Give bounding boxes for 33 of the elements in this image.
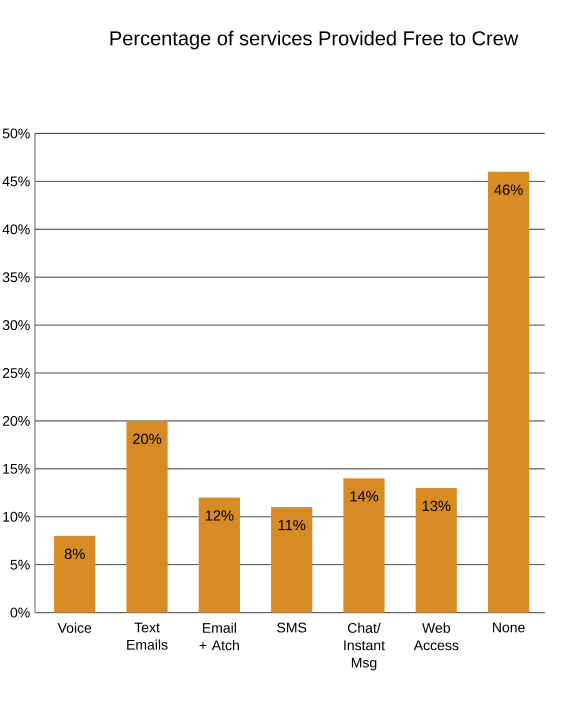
data-label: 11% xyxy=(278,520,306,530)
data-label: 12% xyxy=(206,510,234,521)
bar xyxy=(416,488,457,613)
bar xyxy=(270,507,312,613)
y-tick-label: 35% xyxy=(2,272,30,282)
x-tick-label: None xyxy=(492,622,525,632)
data-label: 20% xyxy=(132,434,162,444)
y-tick-label: 25% xyxy=(2,368,30,378)
y-tick-label: 15% xyxy=(3,464,30,474)
y-tick-label: 20% xyxy=(2,416,30,426)
x-tick-label: Email + Atch xyxy=(200,622,239,650)
x-tick-label: Text Emails xyxy=(127,622,168,650)
chart-title: Percentage of services Provided Free to Crew xyxy=(110,30,518,50)
data-label: 8% xyxy=(64,548,85,560)
data-label: 46% xyxy=(494,184,523,195)
bar xyxy=(343,478,384,613)
y-tick-label: 40% xyxy=(2,224,30,234)
y-tick-label: 0% xyxy=(10,608,30,618)
bar xyxy=(198,498,240,613)
y-tick-label: 5% xyxy=(10,560,30,570)
y-tick-label: 45% xyxy=(2,176,30,186)
bar xyxy=(54,536,96,613)
x-tick-label: Voice xyxy=(58,622,92,633)
y-tick-label: 50% xyxy=(2,128,30,138)
x-tick-label: SMS xyxy=(277,622,306,633)
x-tick-label: Chat/ Instant Msg xyxy=(344,622,385,670)
y-tick-label: 10% xyxy=(3,512,30,522)
data-label: 14% xyxy=(350,491,378,502)
data-label: 13% xyxy=(422,500,450,512)
bar xyxy=(126,420,168,613)
x-tick-label: Web Access xyxy=(414,622,458,650)
y-tick-label: 30% xyxy=(2,320,30,330)
bar xyxy=(488,172,530,613)
